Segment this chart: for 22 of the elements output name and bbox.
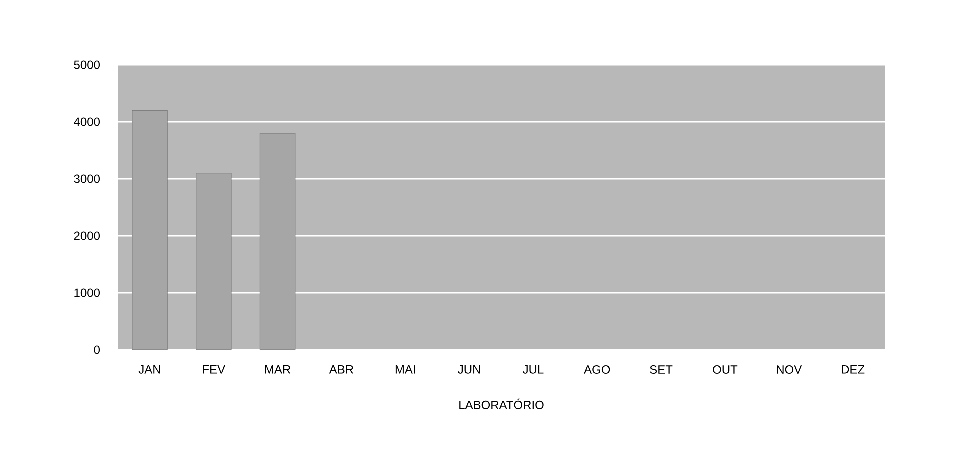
- x-tick-label: JUL: [522, 366, 544, 374]
- bar: [132, 110, 168, 350]
- y-tick-label: 2000: [74, 232, 100, 240]
- y-tick-label: 4000: [74, 118, 100, 126]
- x-tick-label: MAI: [396, 366, 416, 374]
- y-tick-label: 5000: [74, 60, 100, 70]
- x-tick-label: SET: [650, 366, 673, 374]
- y-tick-label: 0: [94, 346, 100, 354]
- x-tick-label: OUT: [713, 366, 738, 374]
- y-tick-label: 1000: [74, 288, 100, 298]
- x-tick-label: MAR: [265, 366, 291, 374]
- x-axis-title: LABORATÓRIO: [460, 398, 544, 410]
- x-tick-label: ABR: [329, 366, 354, 374]
- x-tick-label: NOV: [777, 366, 802, 374]
- bar: [196, 173, 232, 350]
- bar: [260, 133, 296, 350]
- x-tick-label: JAN: [138, 366, 160, 374]
- x-tick-label: JUN: [458, 366, 480, 374]
- x-tick-label: AGO: [584, 366, 610, 374]
- y-tick-label: 3000: [74, 174, 100, 184]
- x-tick-label: DEZ: [842, 366, 865, 374]
- x-tick-label: FEV: [203, 366, 226, 374]
